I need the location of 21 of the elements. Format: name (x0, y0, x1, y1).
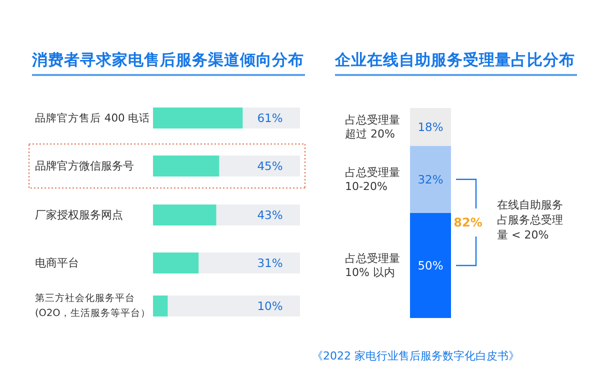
series-label: 占总受理量10% 以内 (345, 252, 400, 279)
series-label: 占总受理量10-20% (345, 166, 400, 193)
chart-title: 企业在线自助服务受理量占比分布 (334, 51, 575, 69)
text: 在线自助服务占服务总受理量 < 20% (497, 198, 563, 242)
text: 82% (454, 215, 482, 230)
y-tick-label: 品牌官方售后 400 电话 (35, 112, 150, 124)
data-label: 43% (257, 208, 283, 222)
text: 《2022 家电行业售后服务数字化白皮书》 (312, 350, 520, 362)
y-tick-label: 品牌官方微信服务号 (35, 160, 134, 172)
data-label: 45% (257, 159, 283, 173)
data-label: 50% (418, 258, 444, 272)
y-tick-label: 电商平台 (35, 256, 79, 270)
series-label: 占总受理量超过 20% (345, 113, 400, 140)
y-tick-label: 厂家授权服务网点 (35, 208, 123, 222)
data-label: 31% (257, 256, 283, 270)
data-label: 10% (257, 299, 283, 313)
data-label: 32% (418, 172, 444, 186)
data-label: 18% (418, 120, 444, 134)
y-tick-label: 第三方社会化服务平台 (O2O，生活服务等平台） (35, 292, 150, 319)
chart-title: 消费者寻求家电售后服务渠道倾向分布 (31, 50, 304, 69)
data-label: 61% (257, 111, 283, 125)
